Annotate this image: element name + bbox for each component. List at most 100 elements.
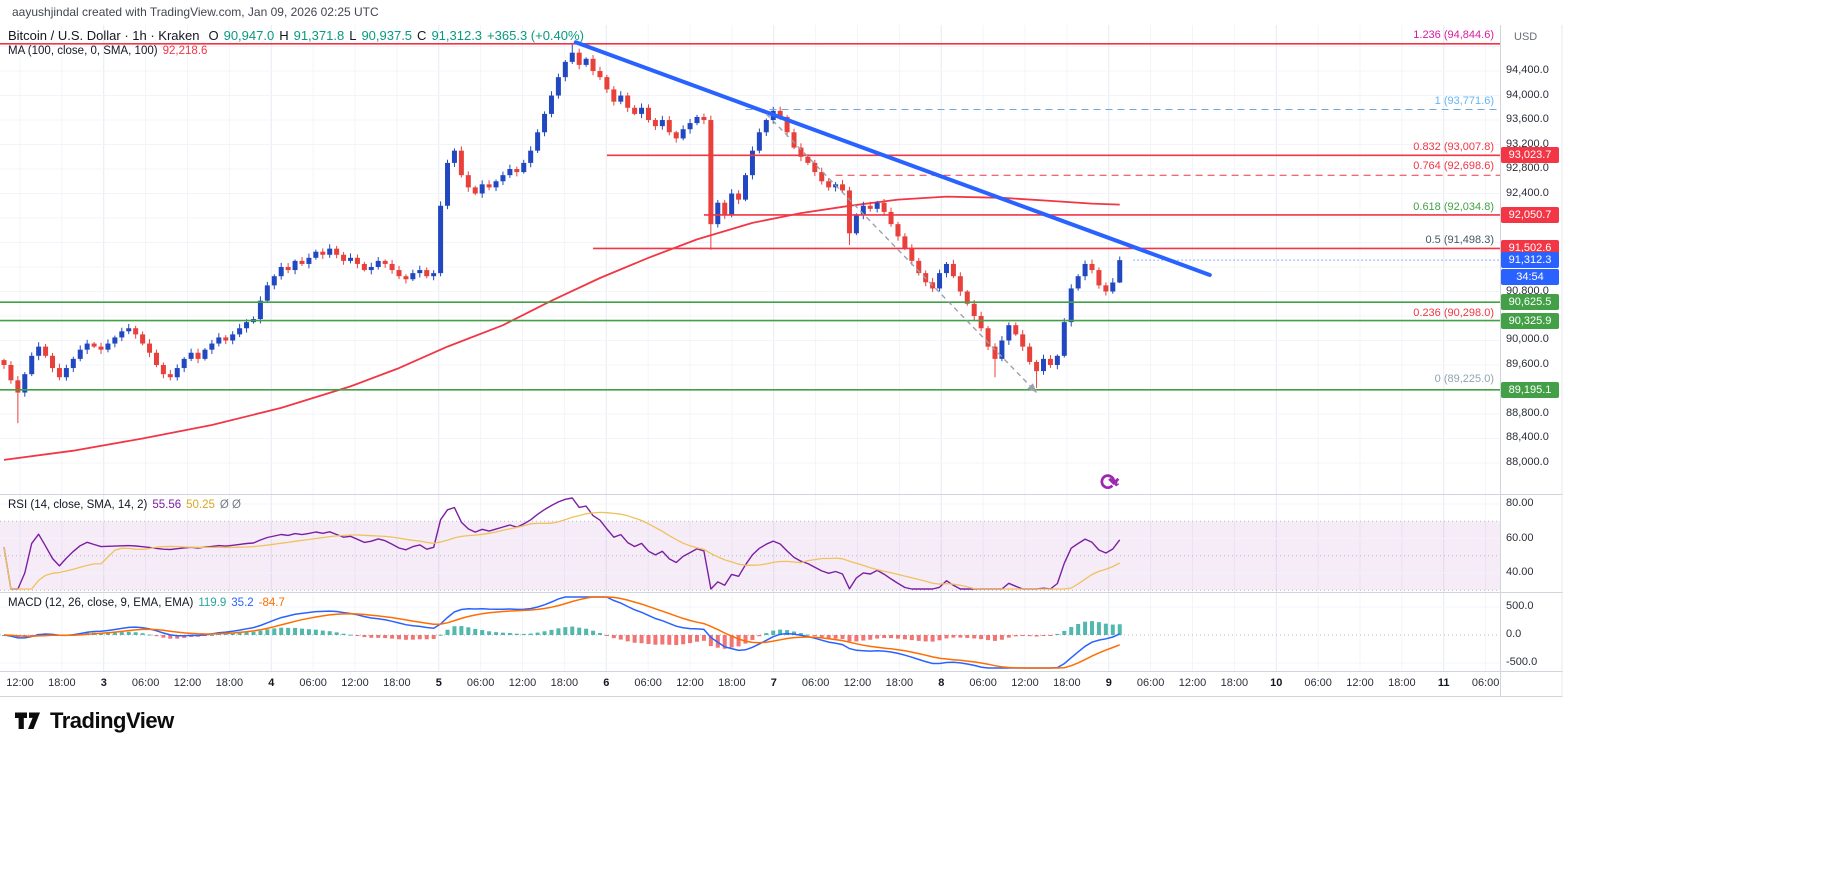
fib-level-label: 0 (89,225.0) <box>1434 372 1494 385</box>
rsi-axis-label: 80.00 <box>1506 497 1534 509</box>
time-axis-label: 12:00 <box>341 677 369 689</box>
time-axis-label: 18:00 <box>215 677 244 689</box>
time-axis-label: 18:00 <box>1220 677 1249 689</box>
chart-area[interactable]: Bitcoin / U.S. Dollar · 1h · Kraken O 90… <box>0 0 1563 697</box>
price-axis-label: 90,000.0 <box>1506 333 1549 346</box>
chart-overlays: Bitcoin / U.S. Dollar · 1h · Kraken O 90… <box>6 28 1559 689</box>
time-axis-label: 12:00 <box>1011 677 1039 689</box>
macd-legend[interactable]: MACD (12, 26, close, 9, EMA, EMA) 119.9 … <box>8 597 285 609</box>
price-axis-label: 89,600.0 <box>1506 357 1549 370</box>
rsi-indicator-name: RSI (14, close, SMA, 14, 2) <box>8 499 148 511</box>
time-axis-label: 06:00 <box>634 677 662 689</box>
macd-indicator-name: MACD (12, 26, close, 9, EMA, EMA) <box>8 597 194 609</box>
macd-signal-value: -84.7 <box>258 597 285 609</box>
price-level-badge: 93,023.7 <box>1501 147 1559 164</box>
time-axis-label: 06:00 <box>1136 677 1165 689</box>
time-axis-label: 12:00 <box>843 677 872 689</box>
macd-axis-label: -500.0 <box>1506 656 1538 668</box>
time-axis-label: 12:00 <box>1346 677 1374 689</box>
last-price-badge: 91,312.3 <box>1501 252 1559 269</box>
fib-level-label: 0.618 (92,034.8) <box>1413 200 1494 213</box>
time-axis-label: 12:00 <box>6 677 34 689</box>
time-axis-label: 06:00 <box>801 677 830 689</box>
price-axis-label: 90,800.0 <box>1506 284 1549 297</box>
lightning-bolt-icon: ↯ <box>1111 477 1121 489</box>
time-axis-label: 11 <box>1437 677 1450 689</box>
price-axis-label: 93,200.0 <box>1506 137 1549 150</box>
tradingview-footer[interactable]: TradingView <box>14 707 174 734</box>
ma-legend[interactable]: MA (100, close, 0, SMA, 100) 92,218.6 <box>8 45 207 57</box>
fib-level-label: 1.236 (94,844.6) <box>1413 28 1494 41</box>
time-axis-label: 12:00 <box>173 677 202 689</box>
ohlc-change: +365.3 (+0.40%) <box>487 28 584 43</box>
time-axis-label: 12:00 <box>508 677 537 689</box>
ma-indicator-name: MA (100, close, 0, SMA, 100) <box>8 45 158 57</box>
fib-level-label: 0.764 (92,698.6) <box>1413 160 1494 173</box>
ohlc-open-value: 90,947.0 <box>223 28 275 43</box>
time-axis-label: 18:00 <box>1388 677 1416 689</box>
time-axis-label: 18:00 <box>550 677 579 689</box>
time-axis-label: 9 <box>1105 677 1112 689</box>
price-axis-label: 88,400.0 <box>1506 431 1549 444</box>
ohlc-close-label: C <box>417 28 427 43</box>
ohlc-low-value: 90,937.5 <box>361 28 413 43</box>
time-axis-label: 06:00 <box>1304 677 1332 689</box>
price-level-badge: 90,625.5 <box>1501 294 1559 311</box>
time-axis-label: 18:00 <box>1053 677 1081 689</box>
price-axis-label: 93,600.0 <box>1506 113 1549 126</box>
ma-indicator-value: 92,218.6 <box>162 45 208 57</box>
price-axis-label: 88,800.0 <box>1506 406 1549 419</box>
tradingview-logo-icon <box>15 712 40 729</box>
ohlc-low-label: L <box>349 28 357 43</box>
time-axis-label: 12:00 <box>1178 677 1207 689</box>
refresh-lightning-icon: ⟳ ↯ <box>1100 468 1130 498</box>
rsi-indicator-value: 55.56 <box>152 499 182 511</box>
time-axis-label: 06:00 <box>131 677 160 689</box>
time-axis-label: 7 <box>770 677 777 689</box>
fib-level-label: 0.5 (91,498.3) <box>1425 233 1495 246</box>
price-level-badge: 90,325.9 <box>1501 312 1559 329</box>
price-axis-label: 94,400.0 <box>1506 64 1549 77</box>
ohlc-open-label: O <box>208 28 219 43</box>
time-axis-label: 6 <box>603 677 610 689</box>
macd-axis-label: 0.0 <box>1506 628 1522 640</box>
tradingview-logo-text: TradingView <box>50 707 174 733</box>
time-axis-label: 5 <box>435 677 442 689</box>
bar-countdown-badge: 34:54 <box>1501 269 1559 286</box>
price-level-badge: 92,050.7 <box>1501 206 1559 223</box>
currency-label: USD <box>1514 31 1538 43</box>
time-axis-label: 06:00 <box>969 677 997 689</box>
price-axis-label: 92,400.0 <box>1506 186 1549 199</box>
time-axis-label: 4 <box>268 677 275 689</box>
price-level-badge: 89,195.1 <box>1501 381 1559 398</box>
time-axis-label: 06:00 <box>1471 677 1500 689</box>
time-axis-label: 18:00 <box>885 677 914 689</box>
time-axis-label: 18:00 <box>718 677 746 689</box>
time-axis-label: 8 <box>938 677 945 689</box>
time-axis-label: 10 <box>1270 677 1283 689</box>
price-axis-label: 88,000.0 <box>1506 455 1549 468</box>
rsi-extra-values: Ø Ø <box>219 499 241 511</box>
chart-legend: Bitcoin / U.S. Dollar · 1h · Kraken O 90… <box>8 28 584 43</box>
rsi-axis-label: 40.00 <box>1506 566 1534 578</box>
rsi-smooth-value: 50.25 <box>186 499 215 511</box>
price-chart-canvas[interactable] <box>0 0 1563 697</box>
time-axis-label: 06:00 <box>466 677 495 689</box>
ohlc-close-value: 91,312.3 <box>431 28 483 43</box>
fib-level-label: 0.236 (90,298.0) <box>1413 307 1494 320</box>
time-axis-label: 3 <box>100 677 107 689</box>
price-axis-label: 92,800.0 <box>1506 162 1549 175</box>
time-axis-label: 18:00 <box>383 677 411 689</box>
circular-arrow-icon: ⟳ <box>1100 469 1120 495</box>
macd-axis-label: 500.0 <box>1506 600 1534 612</box>
time-axis-label: 12:00 <box>676 677 704 689</box>
ohlc-high-label: H <box>279 28 289 43</box>
time-axis-label: 06:00 <box>299 677 327 689</box>
ohlc-high-value: 91,371.8 <box>293 28 345 43</box>
price-axis-label: 94,000.0 <box>1506 88 1549 101</box>
symbol-title[interactable]: Bitcoin / U.S. Dollar · 1h · Kraken <box>8 28 200 43</box>
macd-hist-value: 119.9 <box>198 597 227 609</box>
rsi-legend[interactable]: RSI (14, close, SMA, 14, 2) 55.56 50.25 … <box>8 499 241 511</box>
time-axis-label: 18:00 <box>48 677 76 689</box>
